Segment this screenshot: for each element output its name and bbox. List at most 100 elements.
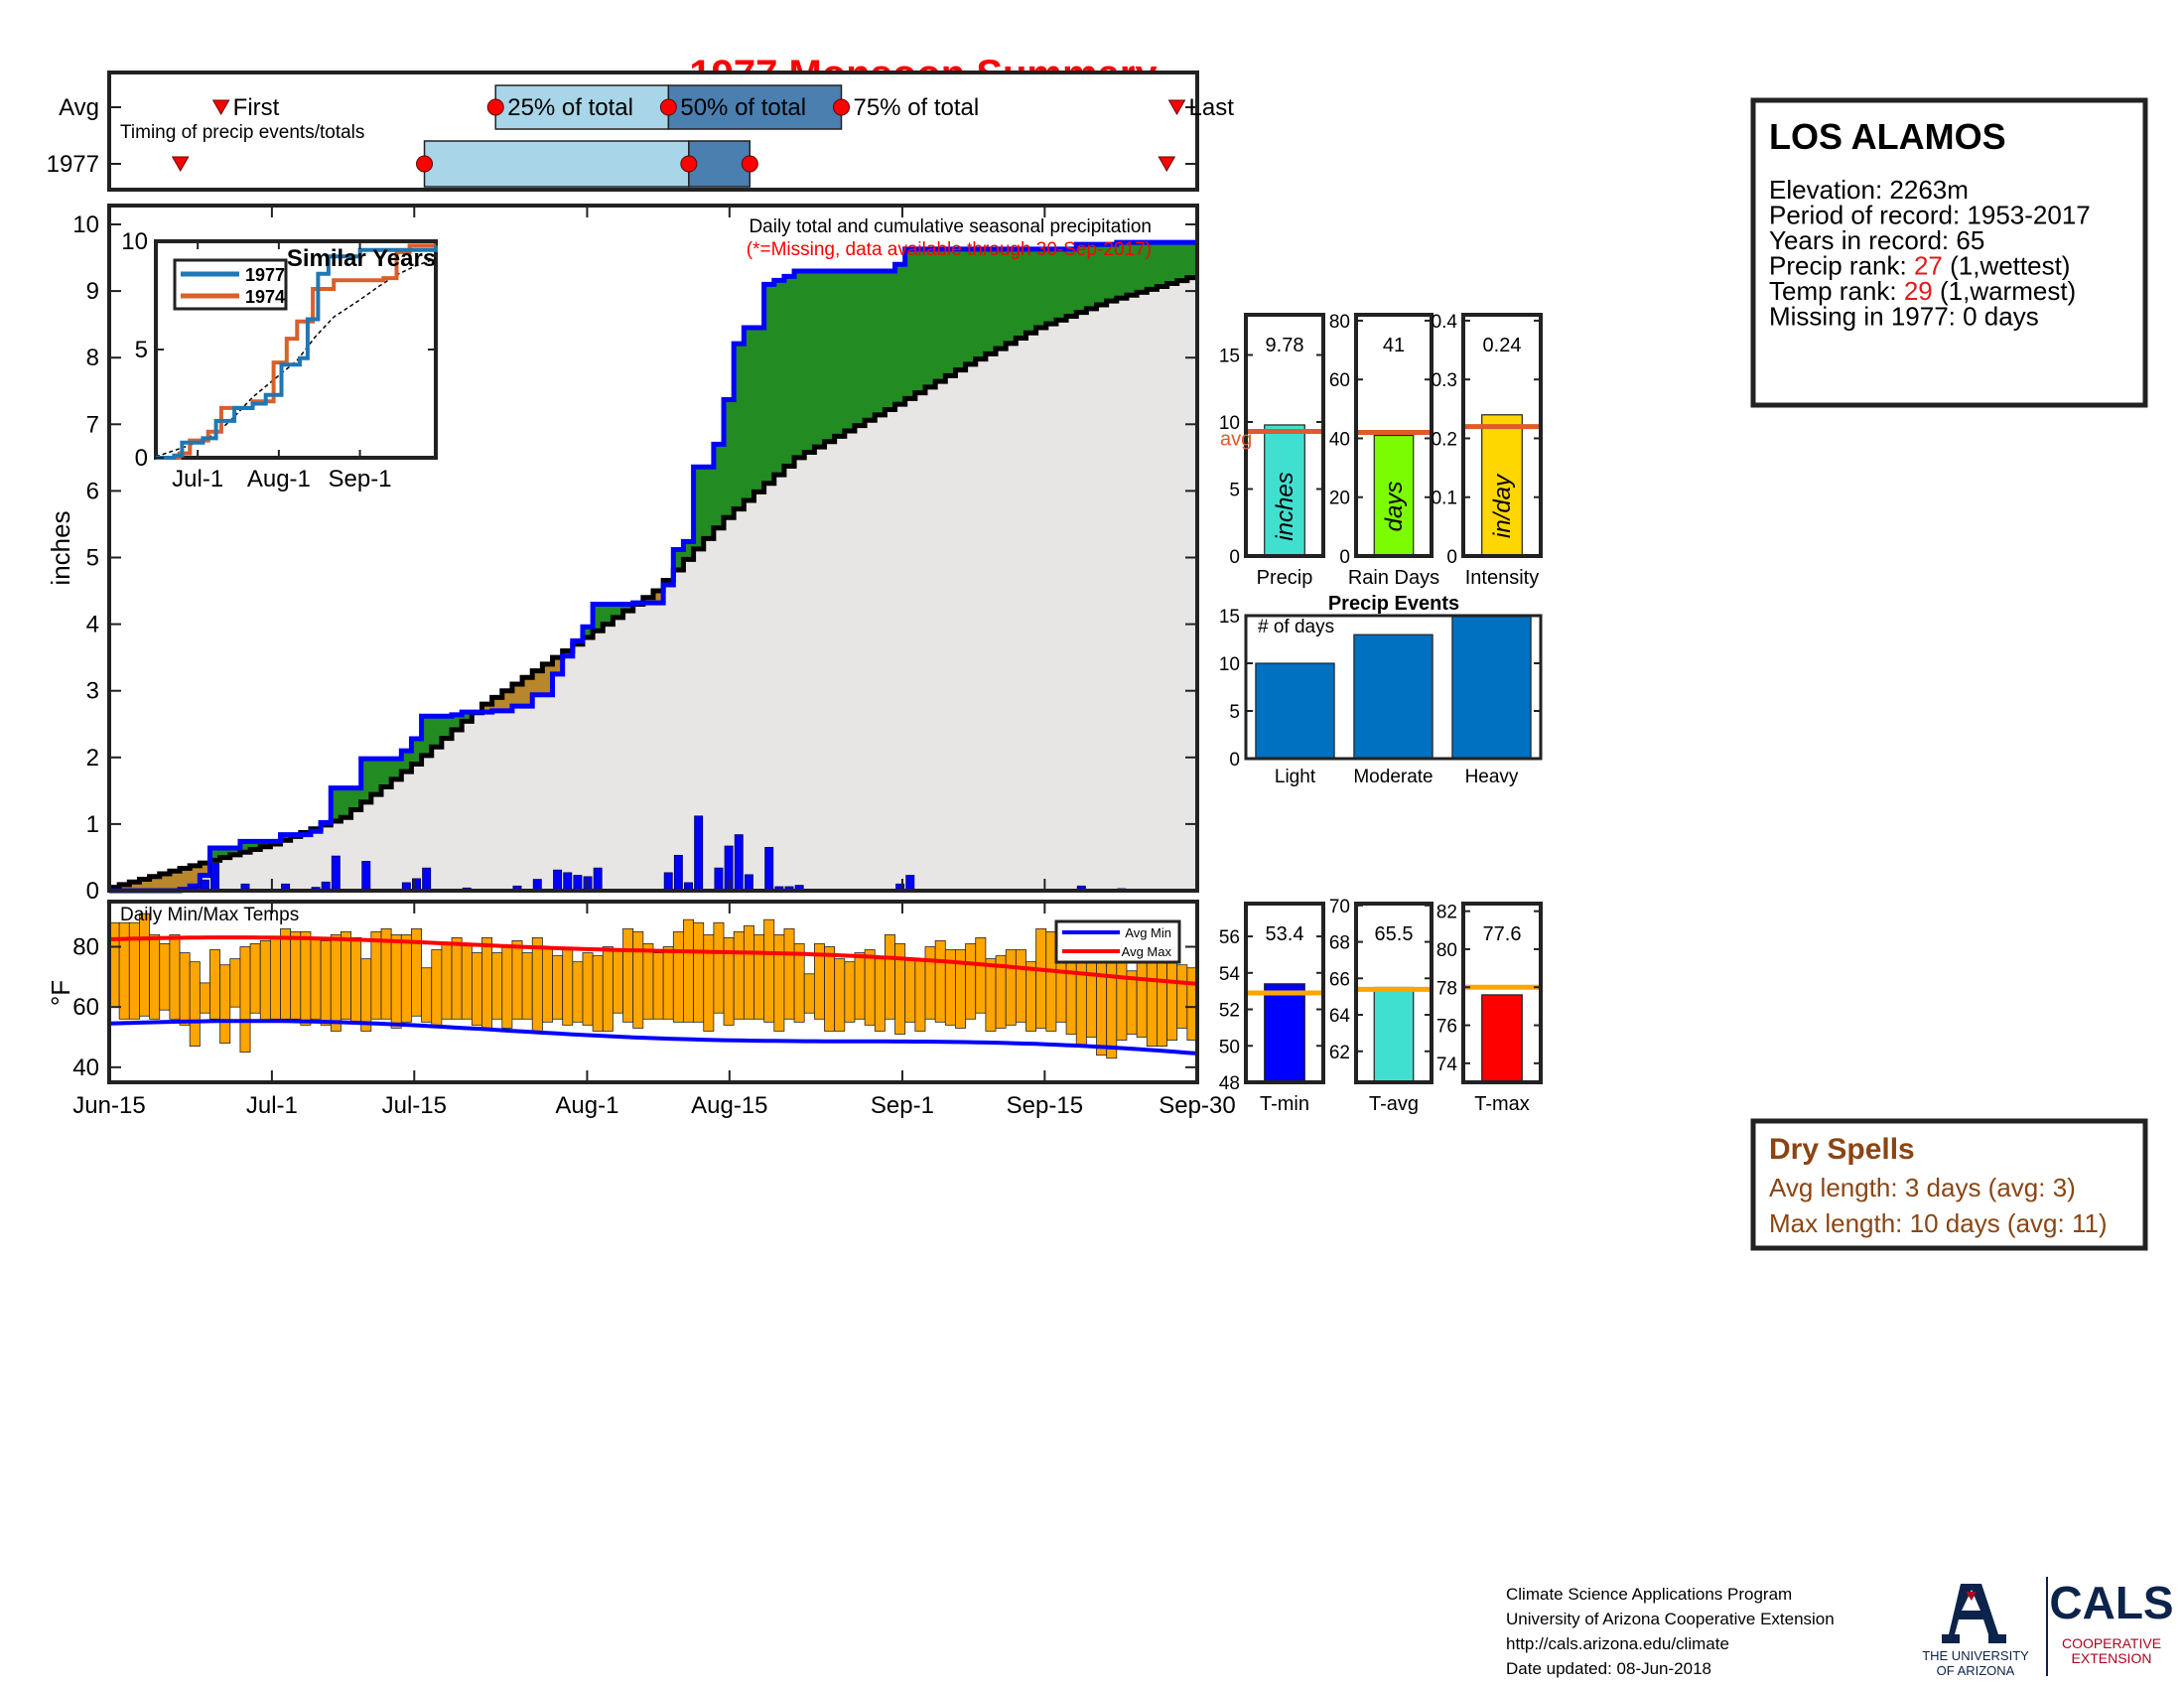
below-average-area xyxy=(180,868,191,890)
above-average-area xyxy=(593,604,604,632)
temp-range-bar xyxy=(471,952,482,1026)
above-average-area xyxy=(331,787,342,822)
below-average-area xyxy=(532,670,543,695)
gray-base-area xyxy=(613,617,624,891)
main-annotation-red: (*=Missing, data available through 30-Se… xyxy=(747,239,1152,260)
above-average-area xyxy=(844,270,856,432)
temp-range-bar xyxy=(400,933,412,1023)
station-line-part: Elevation: 2263m xyxy=(1769,175,1969,205)
daily-precip-bar xyxy=(361,861,371,892)
below-average-area xyxy=(139,879,151,891)
gray-base-area xyxy=(744,499,755,891)
above-average-area xyxy=(1045,248,1057,325)
temp-range-bar xyxy=(461,943,473,1020)
temp-range-bar xyxy=(421,967,433,1023)
above-average-area xyxy=(229,848,241,855)
timing-percentile-marker xyxy=(680,155,698,173)
summary-label: T-min xyxy=(1260,1093,1309,1115)
above-average-area xyxy=(1006,248,1017,344)
inset-x-tick-label: Sep-1 xyxy=(329,466,392,492)
temp-range-bar xyxy=(763,918,775,1023)
temp-legend-frame xyxy=(1054,919,1181,964)
gray-base-area xyxy=(572,643,584,891)
temp-range-bar xyxy=(703,933,715,1032)
daily-precip-bar xyxy=(764,846,774,892)
temp-range-bar xyxy=(562,949,574,1026)
cals-logo-sub-1: COOPERATIVE xyxy=(2062,1635,2161,1651)
above-average-area xyxy=(693,467,705,549)
y-tick-label: 6 xyxy=(86,478,99,504)
station-line-3: Years in record: 65 xyxy=(1769,225,1984,255)
gray-base-area xyxy=(783,466,795,891)
avg-max-line xyxy=(108,935,1198,986)
temp-range-bar xyxy=(844,961,856,1023)
gray-base-area xyxy=(270,844,282,891)
gray-base-area xyxy=(824,441,836,891)
temp-summary-bars: 48 50 52 54 56 53.4 T-min 62 64 66 68 70 65.5 T-avg 74… xyxy=(1219,897,1543,1115)
above-average-area xyxy=(421,716,433,756)
gray-base-area xyxy=(481,712,493,891)
y-tick-label: 4 xyxy=(86,612,99,638)
temp-range-bar xyxy=(1146,949,1158,1047)
gray-base-area xyxy=(834,436,846,891)
x-tick-label: Aug-15 xyxy=(691,1092,767,1119)
daily-precip-bar xyxy=(210,863,220,892)
gray-base-area xyxy=(260,846,271,891)
inset-title: Similar Years xyxy=(287,245,436,272)
x-tick-label: Sep-30 xyxy=(1159,1092,1235,1119)
summary-unit-label: inches xyxy=(1272,472,1298,540)
y-tick-label: 2 xyxy=(86,745,99,772)
temp-range-bar xyxy=(552,955,564,1020)
gray-base-area xyxy=(562,655,574,891)
university-of-arizona-logo: THE UNIVERSITY OF ARIZONA xyxy=(1922,1584,2029,1678)
gray-base-area xyxy=(945,375,957,892)
station-line-6: Missing in 1977: 0 days xyxy=(1769,302,2039,332)
temp-range-bar xyxy=(320,940,332,1026)
temp-range-bar xyxy=(1157,955,1167,1047)
y-tick-label: 5 xyxy=(86,545,99,572)
temp-range-bar xyxy=(491,952,503,1020)
y-tick-label: 10 xyxy=(72,211,99,238)
inset-y-tick-label: 10 xyxy=(121,228,148,255)
events-category-label: Heavy xyxy=(1465,767,1519,787)
timing-first-marker xyxy=(171,156,190,173)
gray-base-area xyxy=(663,585,674,891)
gray-base-area xyxy=(804,452,815,891)
station-line-part: Temp rank: xyxy=(1769,276,1904,306)
timing-box-50-75 xyxy=(667,84,843,130)
temp-range-bar xyxy=(360,958,372,1032)
summary-bar-precip xyxy=(1264,424,1305,557)
summary-value-text: 41 xyxy=(1383,335,1405,356)
gray-base-area xyxy=(734,508,745,891)
y-tick-label: 0 xyxy=(86,878,99,905)
above-average-area xyxy=(996,248,1007,350)
temp-range-bar xyxy=(350,937,362,1023)
gray-base-area xyxy=(350,809,362,891)
above-average-area xyxy=(724,399,735,518)
temp-range-bar xyxy=(1116,955,1128,1041)
above-average-area xyxy=(350,787,362,810)
gray-base-area xyxy=(1126,295,1138,891)
above-average-area xyxy=(280,834,292,841)
timing-box-25-50 xyxy=(423,140,690,188)
temp-range-bar xyxy=(501,946,513,1029)
temp-range-bar xyxy=(885,933,895,1020)
temp-range-bar xyxy=(582,952,594,1026)
timing-last-marker xyxy=(1158,156,1176,173)
gray-base-area xyxy=(239,852,251,891)
legend-avg-max-label: Avg Max xyxy=(1122,944,1172,959)
events-y-tick-label: 10 xyxy=(1219,654,1240,675)
gray-base-area xyxy=(632,604,644,891)
gray-base-area xyxy=(965,363,977,891)
panel-y-tick-label: 0.3 xyxy=(1432,370,1457,391)
gray-base-area xyxy=(1157,286,1168,891)
events-bar-light xyxy=(1255,662,1335,760)
above-average-area xyxy=(582,627,594,638)
temp-y-tick-label: 40 xyxy=(72,1055,99,1081)
x-tick-label: Sep-15 xyxy=(1007,1092,1083,1119)
station-line-1: Elevation: 2263m xyxy=(1769,175,1969,205)
temp-range-bar xyxy=(149,933,161,1020)
gray-base-area xyxy=(603,624,614,891)
inset-y-tick-label: 5 xyxy=(135,337,148,363)
above-average-area xyxy=(613,604,624,618)
